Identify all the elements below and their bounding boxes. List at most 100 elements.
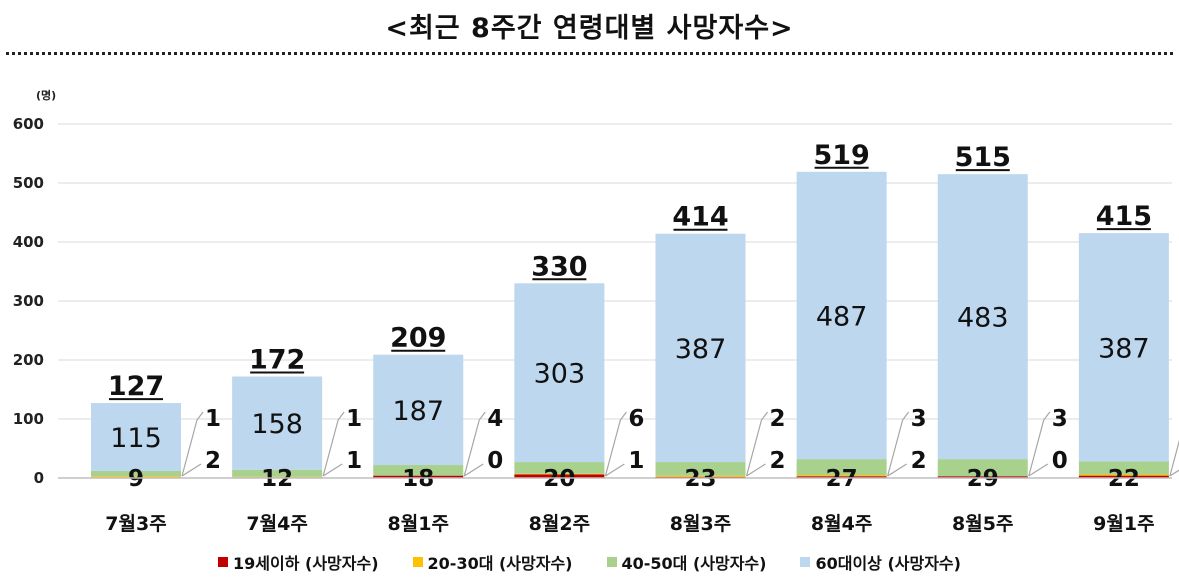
bar-segment [514,462,605,474]
series-4050-label: 23 [684,466,716,492]
bar-segment [796,476,887,478]
bars [91,171,1169,478]
bar-segment [232,376,323,470]
legend-item: 19세이하 (사망자수) [218,550,379,574]
bar-segment [1078,461,1169,475]
series-19under-label: 4 [487,406,503,432]
x-category-label: 7월3주 [105,513,166,535]
legend-item: 60대이상 (사망자수) [800,550,961,574]
leader-line [1028,411,1051,477]
x-category-label: 8월2주 [529,513,590,535]
series-19under-label: 3 [911,406,927,432]
x-category-label: 9월1주 [1093,513,1154,535]
leader-line [1028,463,1049,477]
series-60plus-label: 387 [1098,333,1150,364]
y-unit-label: (명) [36,88,56,102]
data-labels: 1271159121721581211209187184033030320614… [108,140,1179,492]
bar-segment [1078,233,1169,462]
leader-line [322,463,343,477]
legend-label: 19세이하 (사망자수) [233,554,379,573]
legend-swatch [606,557,617,567]
leader-line [463,463,484,477]
series-60plus-label: 387 [675,334,727,365]
y-tick-label: 400 [13,233,44,251]
y-tick-label: 300 [13,292,44,310]
series-60plus-label: 483 [957,303,1009,334]
x-category-label: 8월3주 [670,513,731,535]
series-60plus-label: 487 [816,301,868,332]
leader-line [887,411,910,477]
leader-line [746,463,766,477]
bar-segment [91,476,181,478]
chart-title: <최근 8주간 연령대별 사망자수> [385,13,794,44]
series-2030-label: 0 [1052,448,1068,474]
legend-label: 40-50대 (사망자수) [621,554,767,573]
series-4050-label: 12 [261,466,293,492]
bar-segment [655,475,746,477]
series-2030-label: 0 [487,448,503,474]
total-label: 515 [955,142,1011,173]
series-4050-label: 18 [402,466,434,492]
series-2030-label: 1 [346,448,362,474]
total-label: 127 [108,371,164,402]
bar-segment [937,174,1028,460]
bar-segment [1078,475,1169,478]
total-label: 415 [1096,201,1152,232]
series-2030-label: 1 [628,448,644,474]
bar-segment [937,459,1028,477]
x-category-label: 7월4주 [246,513,307,535]
y-tick-label: 600 [13,115,44,133]
bar-segment [373,354,464,466]
bar-segment [373,475,464,478]
total-label: 330 [531,251,587,282]
y-tick-label: 200 [13,351,44,369]
bar-segment [1078,474,1169,476]
legend: 19세이하 (사망자수) 20-30대 (사망자수) 40-50대 (사망자수) 60… [0,550,1179,574]
bar-segment [514,473,605,475]
series-60plus-label: 158 [251,409,303,440]
leader-line [604,411,627,477]
series-19under-label: 1 [346,406,362,432]
series-19under-label: 3 [1052,406,1068,432]
y-tick-label: 500 [13,174,44,192]
series-2030-label: 2 [205,448,221,474]
legend-swatch [412,557,423,567]
x-axis: 7월3주 7월4주 8월1주 8월2주 8월3주 8월4주 8월5주 9월1주 [58,477,1172,535]
bar-segment [232,469,323,477]
leader-line [605,463,625,477]
series-60plus-label: 187 [392,396,444,427]
legend-label: 60대이상 (사망자수) [815,554,961,573]
bar-segment [937,476,1028,478]
series-19under-label: 2 [770,406,786,432]
bar-segment [796,475,887,477]
y-tick-label: 0 [34,469,44,487]
series-19under-label: 1 [205,406,221,432]
legend-swatch [800,557,811,567]
leader-line [887,463,907,477]
leader-line [463,411,486,477]
legend-item: 20-30대 (사망자수) [412,550,573,574]
series-4050-label: 20 [543,466,575,492]
series-4050-label: 22 [1108,466,1140,492]
series-2030-label: 2 [911,448,927,474]
y-tick-label: 100 [13,410,44,428]
series-19under-label: 6 [628,406,644,432]
bar-segment [655,462,746,476]
series-2030-label: 2 [770,448,786,474]
y-axis: (명) 0 100 200 300 400 500 600 [13,88,57,487]
title-divider [6,52,1173,55]
bar-segment [91,470,181,477]
x-category-label: 8월1주 [388,513,449,535]
bar-segment [514,283,605,463]
total-label: 172 [249,345,305,376]
leader-line [745,411,768,477]
x-category-label: 8월5주 [952,513,1013,535]
bar-segment [796,459,887,476]
total-label: 414 [672,202,728,233]
legend-swatch [218,557,229,567]
total-label: 519 [813,140,869,171]
series-4050-label: 29 [967,466,999,492]
bar-segment [796,171,887,460]
leader-line [1169,469,1179,477]
